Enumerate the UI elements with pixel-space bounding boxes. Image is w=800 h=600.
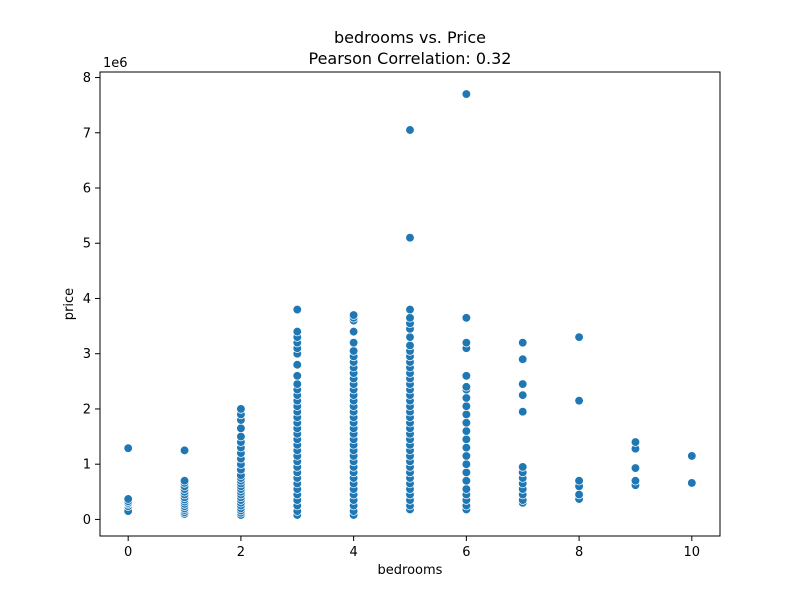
data-point — [179, 445, 190, 456]
data-point — [461, 434, 472, 444]
data-point — [518, 354, 528, 364]
data-point — [574, 396, 584, 406]
y-tick-label: 4 — [83, 292, 91, 307]
x-axis-label: bedrooms — [378, 563, 443, 578]
data-point — [461, 426, 472, 436]
data-point — [348, 346, 359, 356]
y-axis-label: price — [62, 288, 77, 320]
data-point — [630, 476, 641, 486]
data-point — [292, 326, 302, 337]
data-point — [574, 332, 584, 342]
data-point — [518, 462, 528, 472]
data-point — [630, 437, 641, 447]
data-point — [461, 484, 472, 494]
data-point — [461, 401, 472, 411]
x-tick-label: 2 — [237, 545, 245, 560]
x-tick-label: 6 — [462, 545, 470, 560]
data-point — [348, 326, 359, 337]
data-point — [574, 476, 584, 486]
data-point — [461, 459, 472, 469]
data-point — [687, 478, 697, 488]
data-point — [179, 476, 190, 486]
data-point — [236, 423, 246, 433]
data-point — [461, 382, 472, 392]
data-point — [461, 467, 472, 478]
data-point — [461, 89, 472, 99]
data-point — [461, 338, 472, 348]
data-point — [292, 371, 302, 381]
data-point — [236, 404, 246, 414]
x-tick-label: 10 — [684, 545, 701, 560]
y-tick-label: 1 — [83, 458, 91, 473]
data-point — [236, 431, 246, 442]
data-point — [461, 451, 472, 461]
data-point — [461, 418, 472, 428]
data-point — [292, 379, 302, 389]
x-tick-label: 4 — [349, 545, 357, 560]
data-point — [405, 340, 415, 351]
x-axis-ticks: 0 2 4 6 8 10 — [124, 536, 700, 560]
data-point — [123, 494, 133, 504]
y-tick-label: 3 — [83, 347, 91, 362]
data-point — [574, 489, 584, 500]
data-point — [630, 463, 641, 473]
data-point — [461, 442, 472, 453]
data-point — [461, 371, 472, 381]
data-point — [292, 304, 302, 315]
y-tick-label: 6 — [83, 182, 91, 197]
data-point — [123, 443, 133, 453]
x-tick-label: 0 — [124, 545, 132, 560]
data-point — [405, 233, 415, 243]
data-point — [461, 476, 472, 486]
y-axis-ticks: 0 1 2 3 4 5 6 7 8 — [83, 71, 100, 528]
chart-subtitle: Pearson Correlation: 0.32 — [309, 49, 512, 68]
x-tick-label: 8 — [575, 545, 583, 560]
data-point — [461, 313, 472, 323]
data-point — [687, 451, 697, 461]
data-point — [518, 379, 528, 389]
data-point — [518, 338, 528, 348]
data-point — [518, 407, 528, 417]
y-tick-label: 5 — [83, 237, 91, 252]
plot-frame — [99, 71, 721, 537]
data-point — [405, 332, 415, 342]
data-point — [518, 390, 528, 400]
y-tick-label: 8 — [83, 71, 91, 86]
data-point — [292, 360, 302, 370]
data-point — [405, 304, 415, 315]
data-points — [123, 89, 697, 520]
y-offset-label: 1e6 — [103, 56, 128, 71]
chart-title: bedrooms vs. Price — [334, 28, 486, 47]
data-point — [461, 393, 472, 403]
y-tick-label: 0 — [83, 513, 91, 528]
data-point — [348, 310, 359, 320]
data-point — [461, 409, 472, 420]
data-point — [405, 125, 415, 135]
data-point — [348, 338, 359, 348]
y-tick-label: 2 — [83, 402, 91, 417]
data-point — [405, 313, 415, 323]
y-tick-label: 7 — [83, 126, 91, 141]
